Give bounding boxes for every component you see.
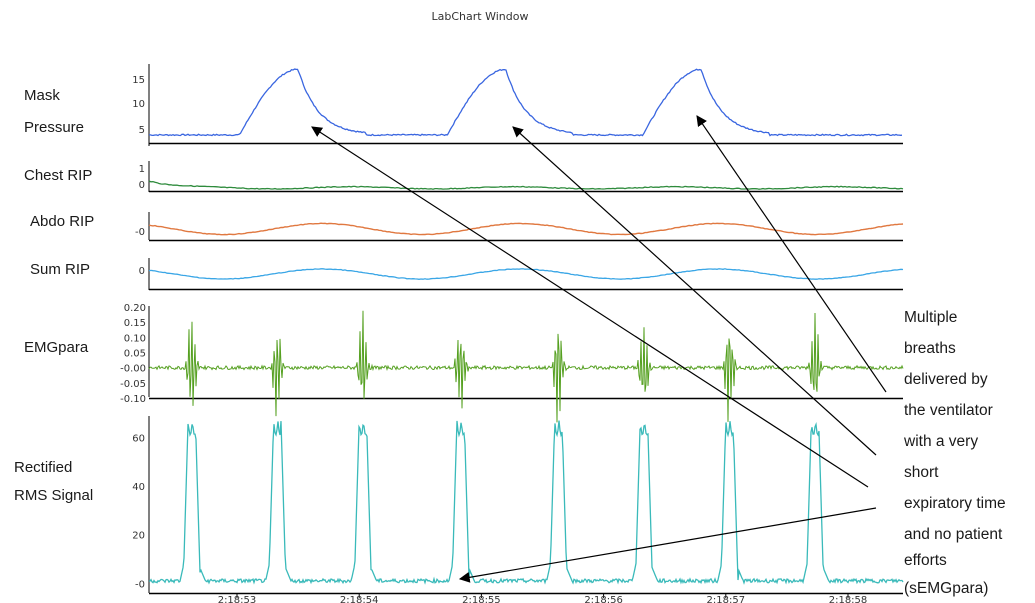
annotation-text: Multiple breaths delivered by the ventil… <box>903 309 1006 597</box>
mask-pressure-tick: 10 <box>132 99 145 110</box>
chest-rip-tick: 1 <box>139 164 145 175</box>
rms-tick: 40 <box>132 482 145 493</box>
arrow-to-breath-3 <box>696 115 887 393</box>
abdo-rip-tick: -0 <box>135 227 145 238</box>
chest-rip-panel: 1 0 <box>139 161 904 193</box>
emg-trace <box>148 310 904 423</box>
x-tick-label: 2:18:58 <box>829 595 868 603</box>
emg-tick: 0.20 <box>124 303 146 314</box>
mask-pressure-tick: 15 <box>132 75 145 86</box>
sum-rip-panel: 0 <box>139 258 904 291</box>
emgpara-label: EMGpara <box>24 339 89 356</box>
annotation-line: with a very <box>903 433 978 450</box>
emg-panel: 0.20 0.15 0.10 0.05 -0.00 -0.05 -0.10 <box>120 303 904 423</box>
chest-rip-trace <box>148 180 904 190</box>
annotation-line: (sEMGpara) <box>904 580 988 597</box>
x-tick-label: 2:18:55 <box>462 595 501 603</box>
emg-tick: 0.15 <box>124 318 146 329</box>
annotation-line: Multiple <box>904 309 957 326</box>
chest-rip-tick: 0 <box>139 180 145 191</box>
emg-tick: -0.00 <box>120 364 146 375</box>
annotation-line: breaths <box>904 340 956 357</box>
rms-tick: -0 <box>135 579 145 590</box>
x-tick-label: 2:18:53 <box>218 595 257 603</box>
annotation-line: and no patient <box>904 526 1003 543</box>
rms-label-2: RMS Signal <box>14 487 93 504</box>
x-tick-label: 2:18:56 <box>584 595 623 603</box>
annotation-line: the ventilator <box>904 402 993 419</box>
window-title: LabChart Window <box>432 10 529 23</box>
mask-pressure-label-2: Pressure <box>24 119 84 136</box>
annotation-line: short <box>904 464 939 481</box>
abdo-rip-panel: -0 <box>135 212 904 242</box>
x-tick-label: 2:18:54 <box>340 595 379 603</box>
rms-tick: 20 <box>132 531 145 542</box>
arrow-to-breath-1 <box>311 126 869 488</box>
rms-panel: 60 40 20 -0 2:18:53 2:18:54 2:18:55 2:18:56 2:1… <box>132 416 904 603</box>
x-tick-label: 2:18:57 <box>707 595 746 603</box>
mask-pressure-label-1: Mask <box>24 87 60 104</box>
abdo-rip-trace <box>148 222 904 236</box>
sum-rip-label: Sum RIP <box>30 261 90 278</box>
annotation-arrows <box>311 115 887 583</box>
rms-tick: 60 <box>132 433 145 444</box>
emg-tick: 0.10 <box>124 333 146 344</box>
arrow-to-rms-baseline <box>458 507 877 583</box>
annotation-line: efforts <box>904 552 947 569</box>
emg-tick: -0.10 <box>120 394 146 405</box>
mask-pressure-trace <box>149 68 903 137</box>
emg-tick: -0.05 <box>120 379 146 390</box>
sum-rip-trace <box>148 268 904 280</box>
sum-rip-tick: 0 <box>139 266 145 277</box>
mask-pressure-panel: 15 10 5 <box>132 64 903 146</box>
emg-tick: 0.05 <box>124 349 146 360</box>
arrow-to-breath-2 <box>512 126 877 456</box>
annotation-line: delivered by <box>904 371 988 388</box>
rms-label-1: Rectified <box>14 459 72 476</box>
rms-trace <box>148 420 904 585</box>
annotation-line: expiratory time <box>904 495 1006 512</box>
abdo-rip-label: Abdo RIP <box>30 213 94 230</box>
chest-rip-label: Chest RIP <box>24 167 92 184</box>
mask-pressure-tick: 5 <box>139 125 145 136</box>
